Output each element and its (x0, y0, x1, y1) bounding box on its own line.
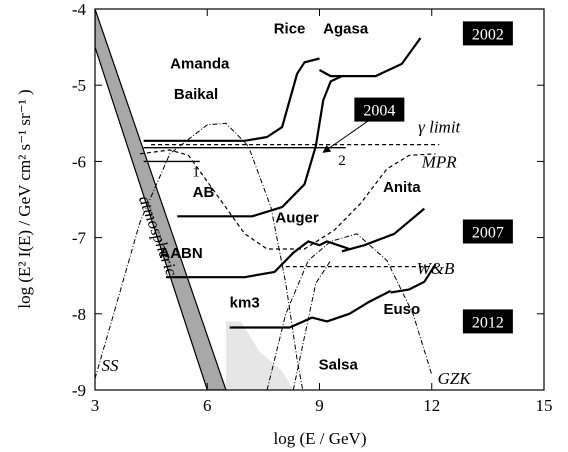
curve-rice-agasa (318, 37, 422, 78)
label-limit: γ limit (418, 117, 461, 136)
label-rice: Rice (274, 20, 306, 37)
label-1: 1 (192, 165, 200, 181)
y-tick-label: -7 (72, 229, 87, 248)
curve-anita (341, 207, 426, 253)
y-tick-label: -9 (72, 381, 86, 400)
label-amanda: Amanda (170, 55, 230, 72)
label-mpr: MPR (421, 152, 458, 171)
label-km3: km3 (230, 295, 260, 312)
arrow-2004 (322, 115, 376, 153)
year-box-2004: 2004 (354, 97, 405, 122)
year-box-2002: 2002 (462, 21, 513, 46)
axes: 3 6 9 12 15-4-5-6-7-8-9 (72, 0, 553, 415)
curve-km3 (229, 289, 392, 329)
year-box-text: 2012 (472, 314, 504, 331)
label-ab: AB (193, 184, 215, 201)
band-atmospheric (95, 9, 227, 390)
label-salsa: Salsa (319, 356, 359, 373)
label-anita: Anita (383, 179, 421, 196)
label-w-b: W&B (417, 259, 455, 278)
label-aabn: AABN (159, 245, 202, 262)
year-box-bg (462, 21, 513, 46)
x-tick-label: 12 (423, 396, 440, 415)
y-tick-label: -6 (72, 152, 86, 171)
label-gzk: GZK (438, 369, 473, 388)
x-tick-label: 9 (315, 396, 324, 415)
curve-mpr (139, 149, 436, 250)
year-box-2012: 2012 (462, 309, 513, 334)
y-tick-label: -4 (72, 0, 87, 19)
curve-euso (390, 263, 437, 294)
x-axis-label: log (E / GeV) (273, 429, 366, 448)
x-tick-label: 15 (536, 396, 553, 415)
label-agasa: Agasa (323, 20, 369, 37)
light-gray-region (226, 321, 294, 390)
label-baikal: Baikal (174, 86, 218, 103)
year-box-text: 2007 (472, 225, 504, 242)
label-euso: Euso (383, 301, 420, 318)
year-box-bg (462, 309, 513, 334)
year-box-2007: 2007 (462, 219, 513, 244)
plot-content (95, 9, 440, 390)
x-tick-label: 6 (203, 396, 212, 415)
label-ss: SS (101, 356, 119, 375)
y-tick-label: -8 (72, 305, 86, 324)
label-2: 2 (338, 153, 346, 169)
curve-gzk (266, 233, 433, 390)
y-axis-label: log (E² I(E) / GeV cm² s⁻¹ sr⁻¹ ) (15, 89, 34, 308)
label-atmospheric: atmospheric (135, 193, 182, 279)
curve-aabn (166, 240, 350, 279)
year-box-bg (354, 97, 405, 122)
curve-amanda-baikal (143, 57, 320, 142)
curve-salsa (292, 260, 332, 390)
curve-ss (95, 122, 304, 390)
plot-overlay: Rice Agasa Amanda Baikal AB AABN Auger Anita km3… (101, 20, 513, 388)
year-box-text: 2004 (363, 103, 395, 120)
x-tick-label: 3 (91, 396, 100, 415)
label-auger: Auger (275, 209, 319, 226)
curve-ab (177, 75, 343, 218)
y-tick-label: -5 (72, 76, 86, 95)
year-box-bg (462, 219, 513, 244)
year-box-text: 2002 (472, 26, 504, 43)
